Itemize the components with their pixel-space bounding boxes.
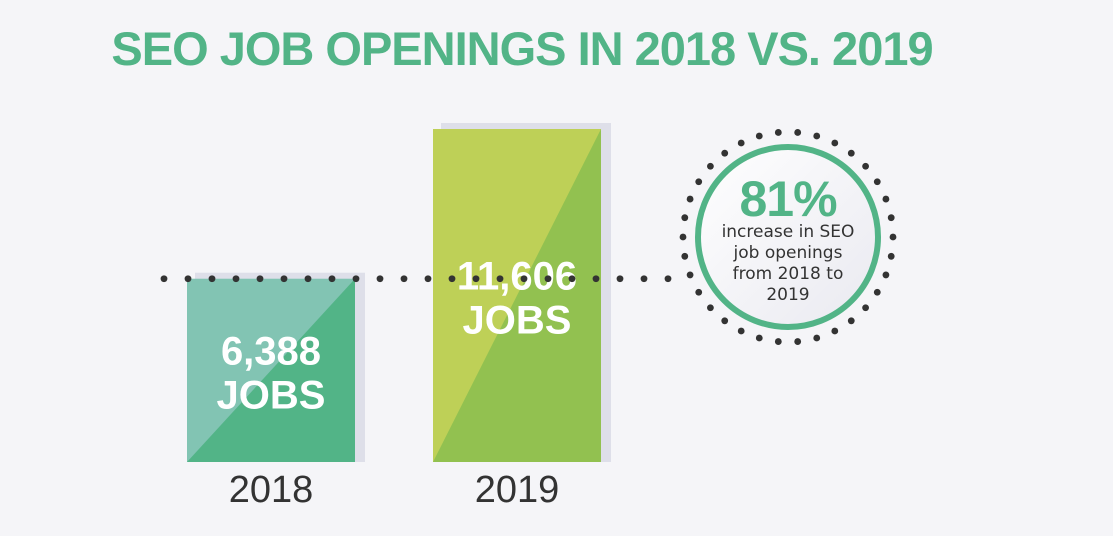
reference-dot [280,275,288,283]
reference-dot [208,275,216,283]
callout-ring-dot [882,271,890,279]
reference-dot [328,275,336,283]
bar-unit-label: JOBS [463,299,572,343]
callout-ring-dot [721,317,729,325]
callout-headline: 81% [739,171,837,227]
callout-ring-dot [707,304,714,312]
reference-dot [160,275,168,283]
callout-ring-dot [681,214,689,222]
reference-dot [400,275,408,283]
callout-ring-dot [831,139,839,147]
callout-ring-dot [873,178,881,186]
callout-ring-dot [847,317,855,325]
callout-ring-dot [695,288,703,296]
callout-ring-dot [686,195,694,203]
reference-dotted-line [160,275,672,283]
callout-ring-dot [847,149,855,157]
callout-ring-dot [862,162,869,170]
callout-ring-dot [737,327,745,335]
reference-dot [544,275,552,283]
callout-ring-dot [889,233,897,241]
bar-unit-label: JOBS [217,373,326,417]
callout-ring-dot [873,288,881,296]
callout-ring-dot [695,178,703,186]
callout-ring-dot [755,132,763,140]
reference-dot [664,275,672,283]
callout-ring-dot [679,233,687,241]
bar-diagonal-shade [187,278,355,462]
reference-dot [352,275,360,283]
callout-ring-dot [681,252,689,260]
callout-ring-dot [813,334,821,342]
callout-ring-dot [755,334,763,342]
reference-dot [184,275,192,283]
callout-ring-dot [887,252,895,260]
callout-ring-dot [686,271,694,279]
callout-text-line: from 2018 to [733,264,844,284]
callout-ring-dot [774,129,782,136]
bar-diagonal-shade [433,129,601,462]
callout-ring-dot [774,338,782,345]
reference-dot [640,275,648,283]
reference-dot [520,275,528,283]
callout-ring-dot [794,338,802,345]
callout-text-line: increase in SEO [722,222,855,242]
callout-ring-dot [794,129,802,136]
callout-ring-dot [707,162,714,170]
category-label-2019: 2019 [475,469,560,511]
callout-ring-dot [882,195,890,203]
reference-dot [568,275,576,283]
reference-dot [232,275,240,283]
reference-dot [376,275,384,283]
callout-ring-dot [887,214,895,222]
callout-ring-dot [862,304,869,312]
callout-text-line: job openings [733,243,843,263]
reference-dot [448,275,456,283]
callout-ring-dot [721,149,729,157]
callout-ring-dot [813,132,821,140]
reference-dot [592,275,600,283]
category-label-2018: 2018 [229,469,314,511]
callout-ring-dot [831,327,839,335]
bar-value-label: 6,388 [221,329,321,373]
chart-title: SEO JOB OPENINGS IN 2018 VS. 2019 [111,22,932,75]
callout-circle [695,144,881,330]
reference-dot [496,275,504,283]
reference-dot [616,275,624,283]
reference-dot [424,275,432,283]
callout-ring-dot [737,139,745,147]
reference-dot [256,275,264,283]
callout-text-line: 2019 [766,285,809,305]
reference-dot [472,275,480,283]
reference-dot [304,275,312,283]
